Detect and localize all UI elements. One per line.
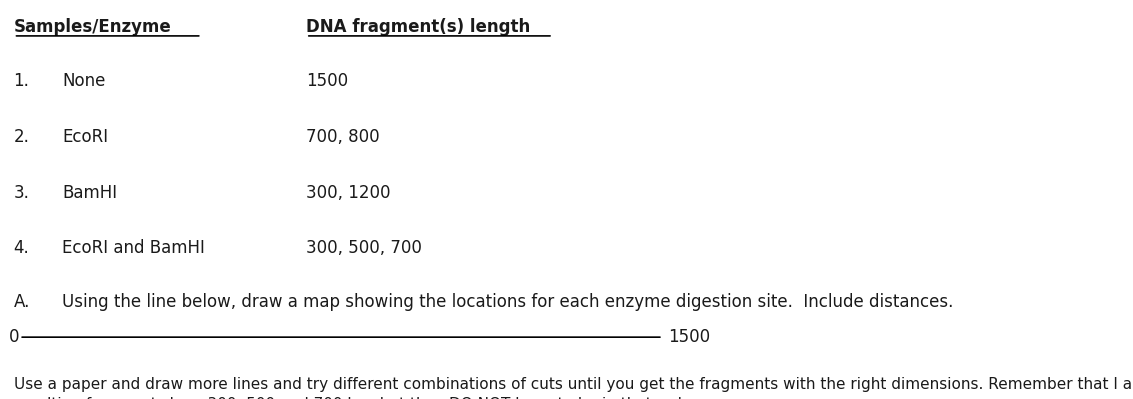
Text: None: None xyxy=(62,72,105,90)
Text: 4.: 4. xyxy=(14,239,29,257)
Text: EcoRI: EcoRI xyxy=(62,128,109,146)
Text: 300, 1200: 300, 1200 xyxy=(306,184,391,201)
Text: DNA fragment(s) length: DNA fragment(s) length xyxy=(306,18,530,36)
Text: 0: 0 xyxy=(9,328,19,346)
Text: resulting fragments long 300, 500 and 700 bps but they DO NOT have to be in that: resulting fragments long 300, 500 and 70… xyxy=(14,397,701,399)
Text: Samples/Enzyme: Samples/Enzyme xyxy=(14,18,171,36)
Text: Use a paper and draw more lines and try different combinations of cuts until you: Use a paper and draw more lines and try … xyxy=(14,377,1133,392)
Text: 1.: 1. xyxy=(14,72,29,90)
Text: 300, 500, 700: 300, 500, 700 xyxy=(306,239,421,257)
Text: EcoRI and BamHI: EcoRI and BamHI xyxy=(62,239,205,257)
Text: Using the line below, draw a map showing the locations for each enzyme digestion: Using the line below, draw a map showing… xyxy=(62,293,954,311)
Text: 2.: 2. xyxy=(14,128,29,146)
Text: A.: A. xyxy=(14,293,29,311)
Text: 3.: 3. xyxy=(14,184,29,201)
Text: 1500: 1500 xyxy=(306,72,348,90)
Text: BamHI: BamHI xyxy=(62,184,118,201)
Text: 1500: 1500 xyxy=(668,328,710,346)
Text: 700, 800: 700, 800 xyxy=(306,128,380,146)
